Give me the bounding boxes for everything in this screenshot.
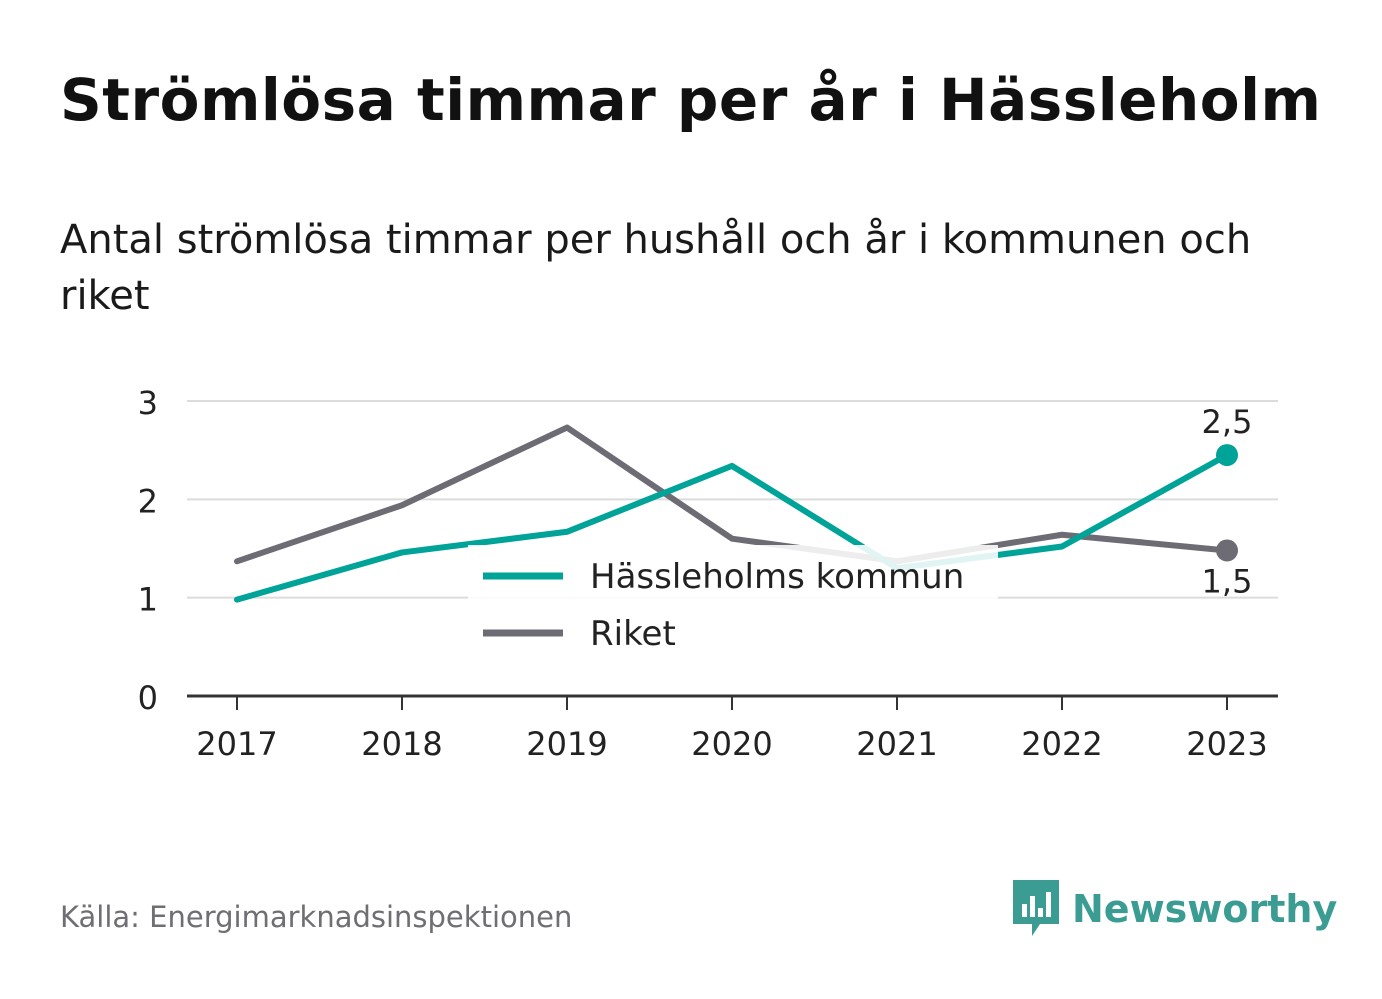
y-tick-label: 2 — [138, 482, 158, 520]
x-tick-label: 2020 — [691, 725, 772, 763]
chart-title: Strömlösa timmar per år i Hässleholm — [60, 66, 1322, 134]
x-tick-label: 2021 — [856, 725, 937, 763]
value-label: 1,5 — [1202, 562, 1253, 600]
legend-box — [468, 545, 998, 657]
x-tick-label: 2022 — [1021, 725, 1102, 763]
series-lines — [234, 424, 1230, 603]
bar-chart-speech-bubble-icon — [1013, 880, 1059, 936]
y-tick-label: 0 — [138, 679, 158, 717]
series-line-hassleholm — [234, 452, 1230, 603]
chart-subtitle: Antal strömlösa timmar per hushåll och å… — [60, 217, 1252, 319]
x-tick-label: 2023 — [1186, 725, 1267, 763]
x-tick-label: 2018 — [361, 725, 442, 763]
x-tick-label: 2019 — [526, 725, 607, 763]
x-axis: 2017 2018 2019 2020 2021 2022 2023 — [187, 694, 1278, 763]
legend-label: Hässleholms kommun — [590, 557, 964, 597]
x-tick-label: 2017 — [196, 725, 277, 763]
end-marker — [1216, 444, 1238, 467]
legend-label: Riket — [590, 614, 676, 654]
series-line-riket — [234, 424, 1230, 565]
source-note: Källa: Energimarknadsinspektionen — [60, 900, 573, 934]
value-label: 2,5 — [1202, 403, 1253, 441]
brand-name: Newsworthy — [1072, 887, 1338, 931]
y-tick-label: 3 — [138, 384, 158, 422]
end-marker — [1216, 539, 1238, 562]
legend: Hässleholms kommun Riket — [468, 545, 998, 657]
end-markers: 2,5 1,5 — [1202, 403, 1253, 600]
y-tick-label: 1 — [138, 581, 158, 619]
brand-logo: Newsworthy — [1010, 878, 1337, 940]
